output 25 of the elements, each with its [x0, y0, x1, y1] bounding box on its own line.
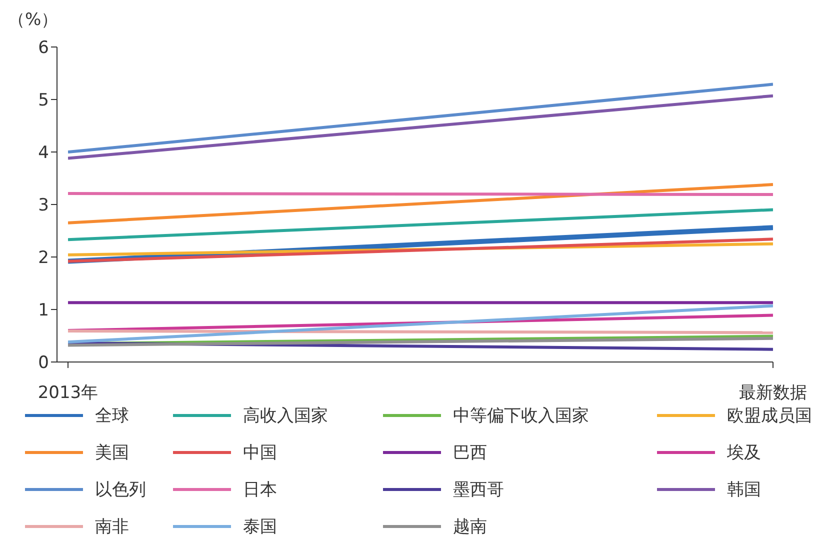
legend-label: 韩国: [727, 479, 761, 501]
y-tick-label: 1: [38, 300, 49, 321]
legend-label: 泰国: [243, 516, 277, 538]
y-tick-label: 0: [38, 353, 49, 374]
legend-label: 墨西哥: [453, 479, 504, 501]
legend-label: 中国: [243, 442, 277, 464]
legend-label: 全球: [95, 405, 129, 427]
x-tick-label: 最新数据: [739, 383, 807, 404]
legend-label: 中等偏下收入国家: [453, 405, 589, 427]
legend-label: 高收入国家: [243, 405, 328, 427]
legend-label: 巴西: [453, 442, 487, 464]
legend-label: 日本: [243, 479, 277, 501]
legend-label: 南非: [95, 516, 129, 538]
y-tick-label: 2: [38, 248, 49, 268]
y-tick-label: 4: [38, 143, 49, 164]
legend-label: 以色列: [95, 479, 146, 501]
y-tick-label: 6: [38, 38, 49, 58]
legend-label: 美国: [95, 442, 129, 464]
legend-label: 越南: [453, 516, 487, 538]
y-tick-label: 3: [38, 196, 49, 216]
y-tick-label: 5: [38, 90, 49, 111]
x-tick-label: 2013年: [38, 383, 98, 404]
legend-label: 埃及: [727, 442, 761, 464]
legend-label: 欧盟成员国: [727, 405, 812, 427]
y-axis-title: （%）: [8, 9, 60, 32]
